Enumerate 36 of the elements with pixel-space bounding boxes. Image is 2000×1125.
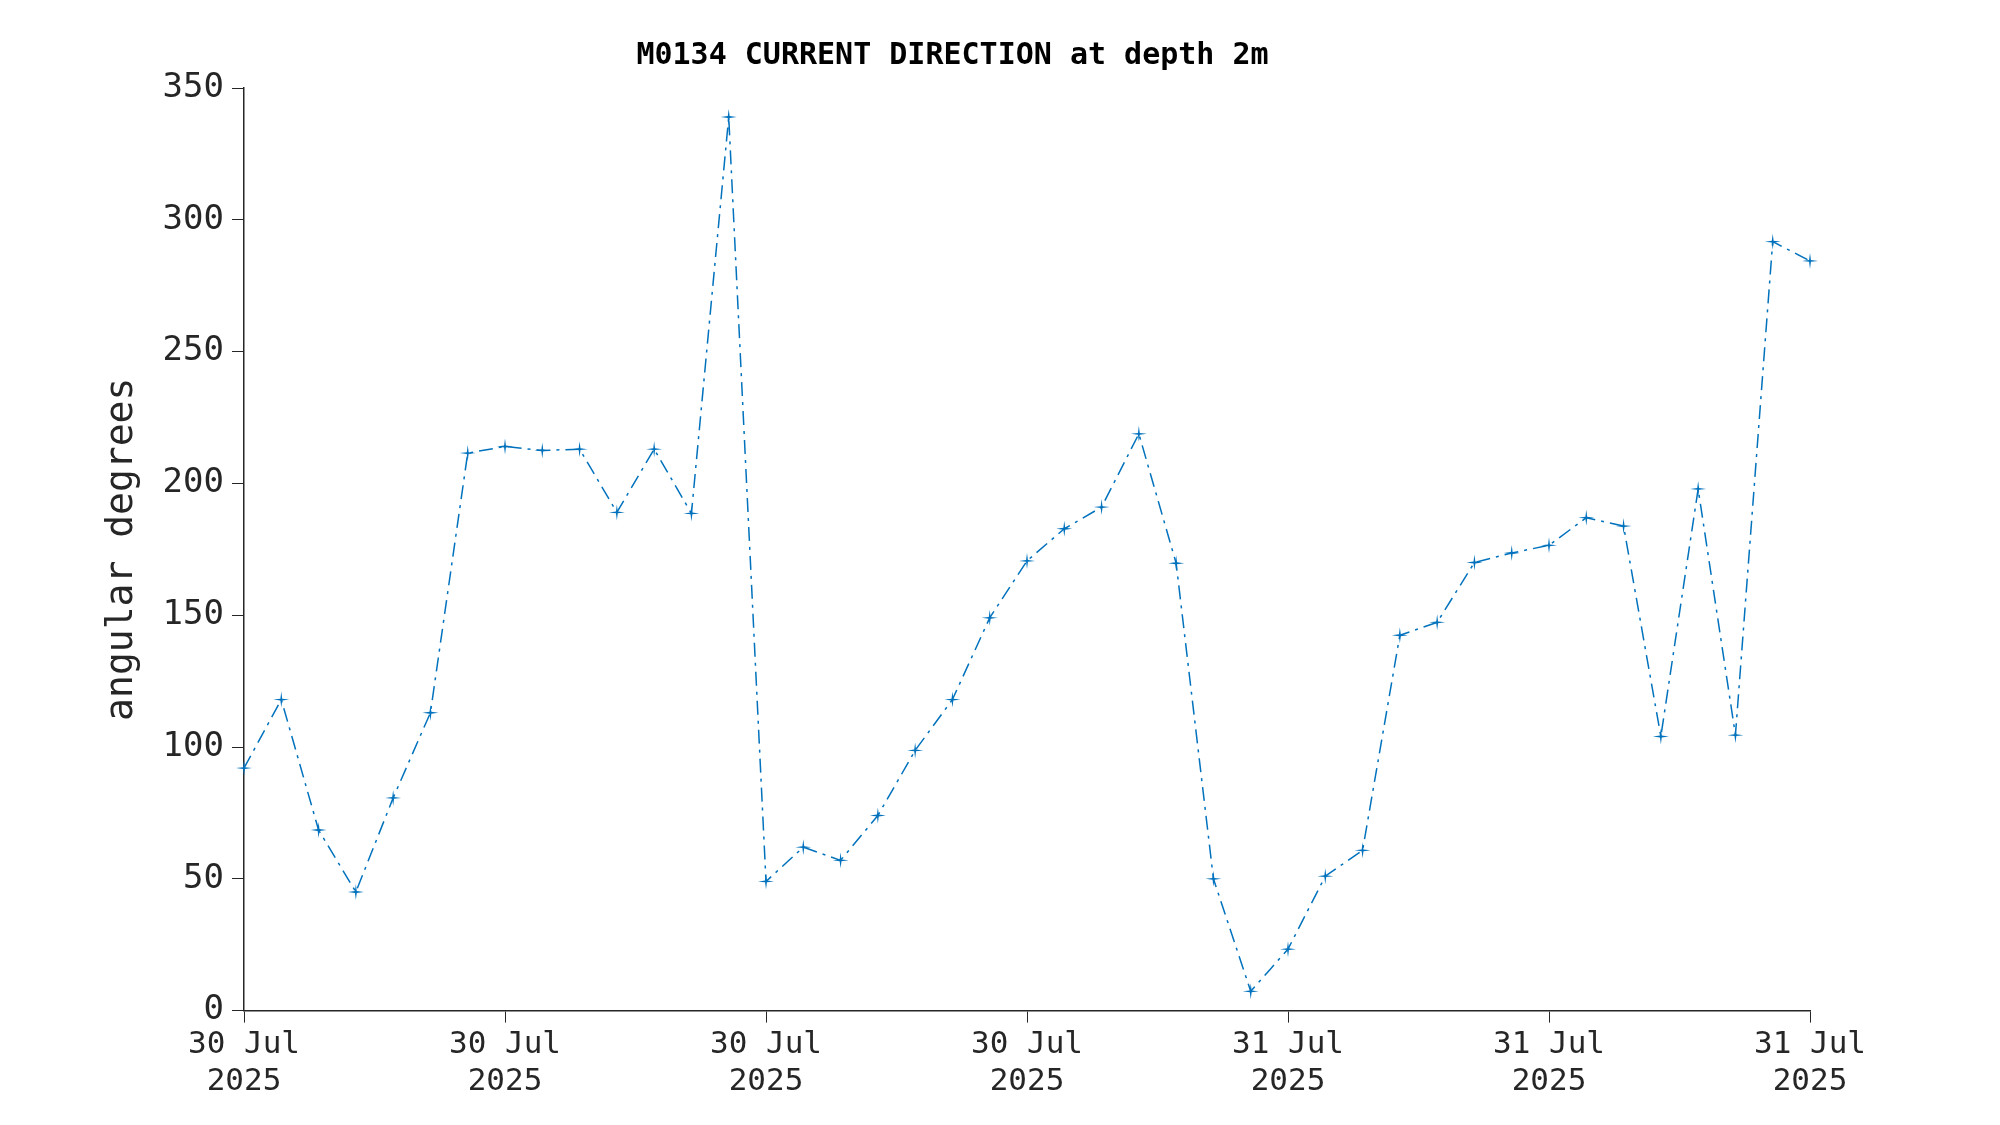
point (1578, 509, 1595, 526)
point (1242, 983, 1259, 1000)
point (683, 505, 700, 522)
point (273, 691, 290, 708)
point (1466, 554, 1483, 571)
point (1652, 728, 1669, 745)
x-tick-label: 31 Jul 2025 (1232, 1024, 1344, 1098)
x-tick-label: 30 Jul 2025 (971, 1024, 1083, 1098)
y-tick-label: 200 (162, 460, 225, 501)
point (1727, 727, 1744, 744)
y-tick-label: 300 (162, 196, 225, 237)
point (1354, 842, 1371, 859)
y-tick-label: 250 (162, 328, 225, 369)
x-tick-label: 30 Jul 2025 (710, 1024, 822, 1098)
point (1764, 233, 1781, 250)
point (1205, 870, 1222, 887)
x-tick-label: 31 Jul 2025 (1493, 1024, 1605, 1098)
point (907, 742, 924, 759)
y-tick-label: 350 (162, 64, 225, 105)
point (869, 807, 886, 824)
y-axis-title: angular degrees (96, 377, 141, 721)
point (1391, 627, 1408, 644)
point (422, 704, 439, 721)
point (832, 852, 849, 869)
y-tick-label: 150 (162, 592, 225, 633)
point (608, 504, 625, 521)
x-tick-label: 31 Jul 2025 (1754, 1024, 1866, 1098)
point (981, 609, 998, 626)
y-tick-label: 50 (183, 855, 225, 896)
chart-title: M0134 CURRENT DIRECTION at depth 2m (636, 35, 1269, 71)
point (1056, 520, 1073, 537)
y-tick-label: 100 (162, 723, 225, 764)
point (1317, 868, 1334, 885)
x-tick-label: 30 Jul 2025 (449, 1024, 561, 1098)
point (944, 691, 961, 708)
point (795, 839, 812, 856)
